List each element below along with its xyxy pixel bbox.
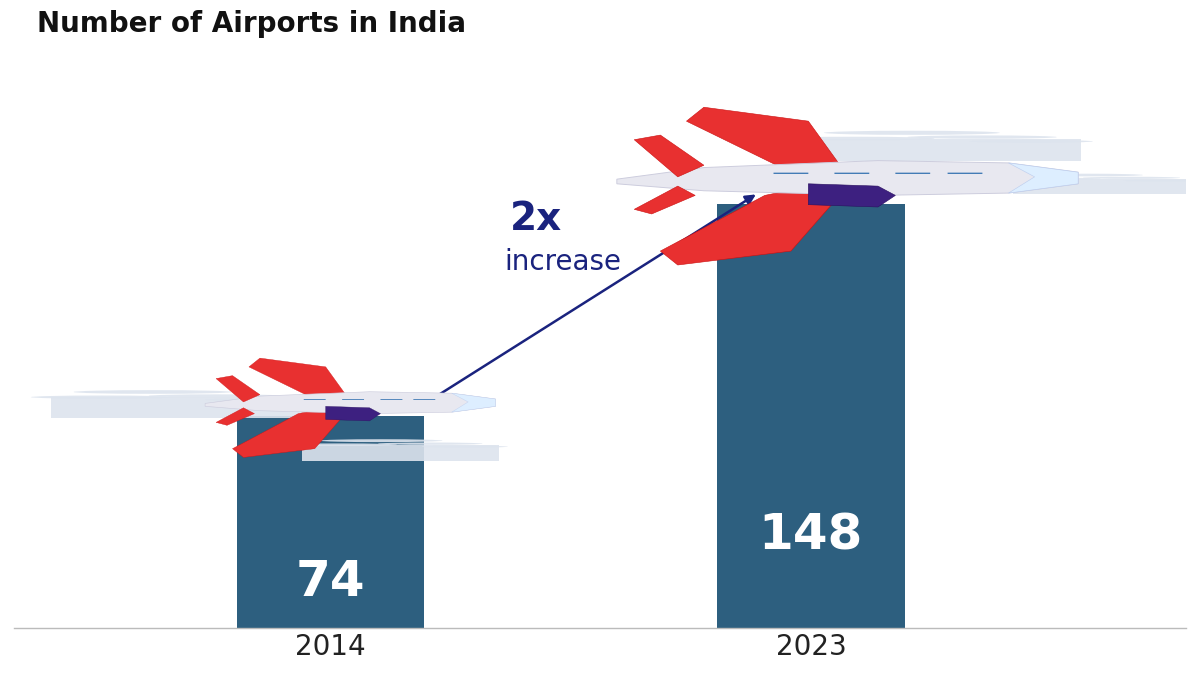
Ellipse shape — [824, 131, 1000, 135]
Polygon shape — [451, 393, 496, 412]
Text: 2x: 2x — [510, 200, 562, 238]
Ellipse shape — [319, 439, 443, 442]
Polygon shape — [635, 186, 695, 214]
Ellipse shape — [378, 443, 482, 445]
Text: 148: 148 — [758, 511, 863, 559]
Ellipse shape — [907, 136, 1057, 139]
Polygon shape — [52, 397, 305, 418]
Ellipse shape — [1028, 173, 1142, 176]
Polygon shape — [325, 406, 380, 421]
Ellipse shape — [421, 446, 508, 448]
Ellipse shape — [31, 396, 173, 399]
Ellipse shape — [287, 443, 397, 446]
Polygon shape — [205, 392, 496, 414]
Polygon shape — [660, 167, 904, 265]
Ellipse shape — [970, 140, 1093, 143]
Bar — [718, 205, 905, 628]
Text: 74: 74 — [295, 558, 365, 605]
Ellipse shape — [149, 394, 283, 398]
Polygon shape — [248, 358, 386, 405]
Polygon shape — [799, 138, 1081, 161]
Polygon shape — [216, 408, 254, 425]
Polygon shape — [302, 445, 499, 461]
Ellipse shape — [73, 390, 232, 394]
Ellipse shape — [1082, 177, 1180, 179]
Polygon shape — [686, 107, 904, 182]
Ellipse shape — [997, 178, 1100, 180]
Text: Number of Airports in India: Number of Airports in India — [37, 9, 467, 38]
Polygon shape — [1013, 179, 1195, 194]
Polygon shape — [635, 135, 704, 177]
Polygon shape — [233, 396, 386, 458]
Polygon shape — [1008, 163, 1078, 193]
Ellipse shape — [776, 137, 935, 140]
Polygon shape — [216, 376, 260, 402]
Polygon shape — [617, 161, 1078, 195]
Polygon shape — [809, 184, 895, 207]
Text: increase: increase — [504, 248, 620, 275]
Ellipse shape — [1123, 180, 1200, 182]
Ellipse shape — [205, 398, 316, 401]
Bar — [236, 416, 424, 628]
